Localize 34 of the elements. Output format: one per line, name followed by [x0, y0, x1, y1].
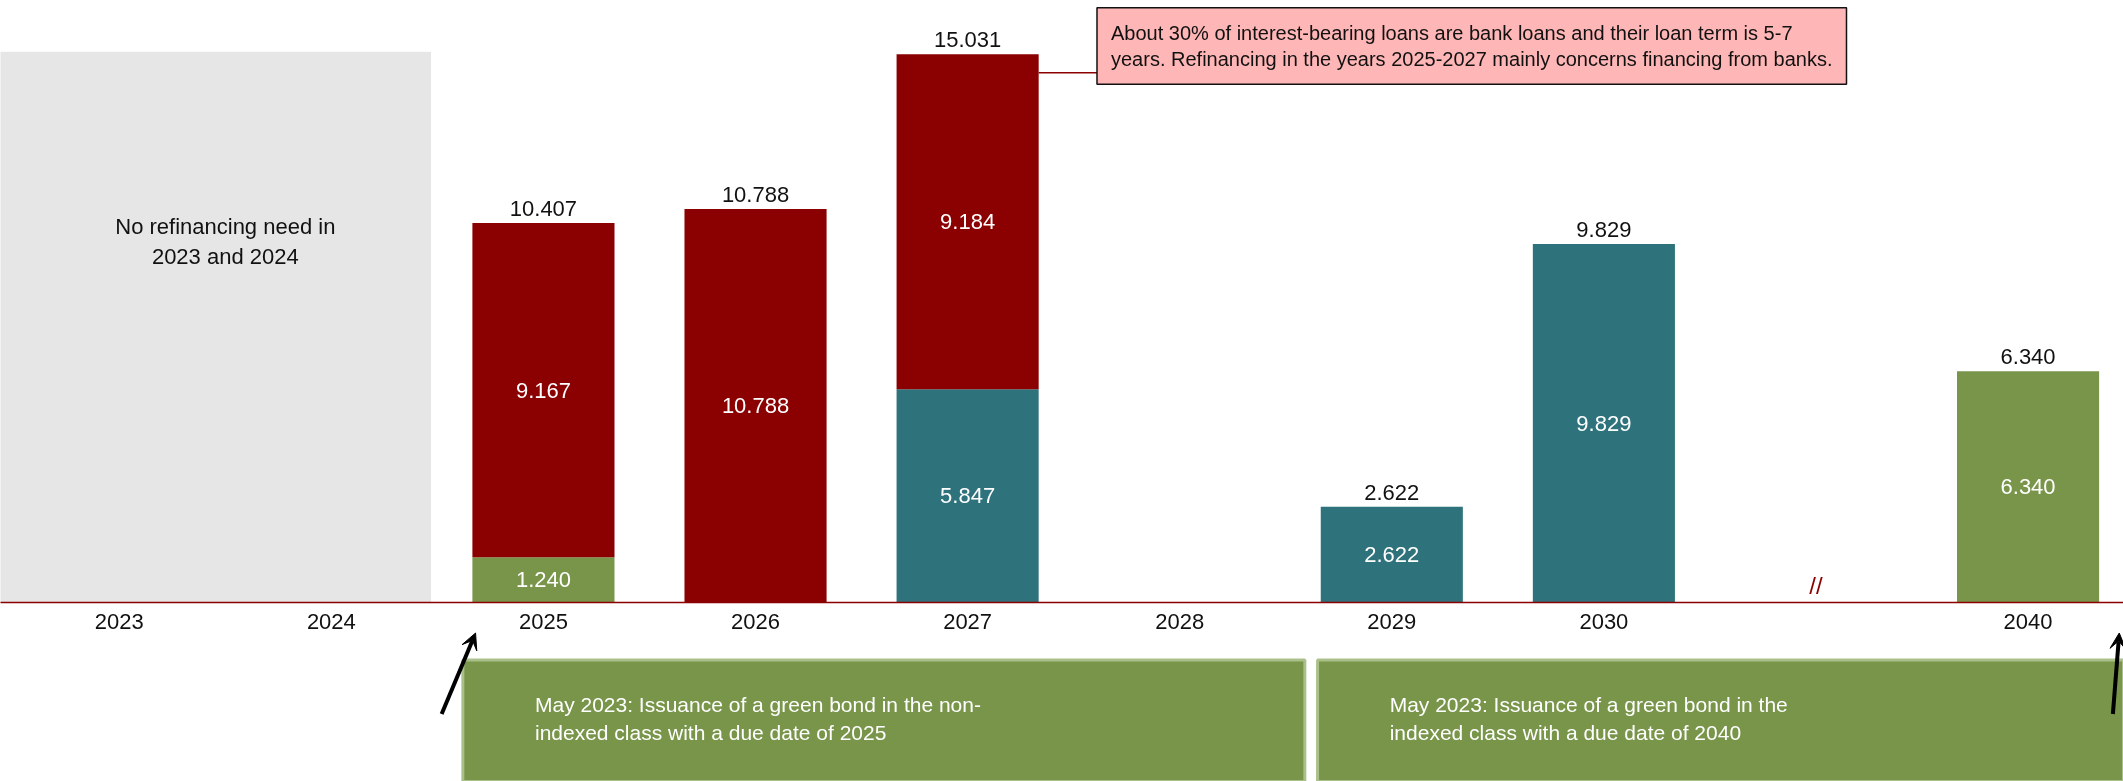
annotation: //	[1809, 572, 1823, 600]
x-tick-label: 2029	[1367, 608, 1417, 634]
bar	[1957, 371, 2100, 603]
text: May 2023: Issuance of a green bond in the non-indexed class with a due date of 2025	[534, 693, 981, 744]
x-tick-label: 2028	[1155, 608, 1205, 634]
data-label: 9.184	[940, 209, 996, 235]
x-tick-label: 2025	[518, 608, 568, 634]
bar	[1532, 243, 1675, 603]
band-label: No refinancing need in 2023 and 2024	[115, 213, 336, 269]
bar	[472, 222, 615, 558]
total-label: 10.407	[509, 195, 578, 221]
total-label: 6.340	[2000, 343, 2056, 369]
data-label: 6.340	[2000, 474, 2056, 500]
data-label: 1.240	[515, 567, 571, 593]
x-tick-label: 2027	[943, 608, 993, 634]
annotation: About 30% of interest-bearing loans are bank loans and their loan term is 5-7 years. Refinancing in the years 2025-2027 mainly concerns financing from banks.	[1110, 21, 1833, 71]
total-label: 15.031	[933, 26, 1002, 52]
bar	[472, 557, 615, 603]
total-label: 2.622	[1364, 479, 1420, 505]
total-label: 10.788	[721, 181, 790, 207]
data-label: 9.829	[1576, 410, 1632, 436]
x-tick-label: 2026	[731, 608, 781, 634]
bar	[1320, 506, 1463, 603]
x-tick-label: 2040	[2003, 608, 2053, 634]
data-label: 10.788	[721, 393, 790, 419]
data-label: 2.622	[1364, 542, 1420, 568]
x-tick-label: 2023	[94, 608, 144, 634]
data-label: 9.167	[515, 377, 571, 403]
text: May 2023: Issuance of a green bond in the indexed class with a due date of 2040	[1389, 693, 1788, 744]
data-label: 5.847	[940, 483, 996, 509]
x-tick-label: 2024	[306, 608, 356, 634]
x-tick-label: 2030	[1579, 608, 1629, 634]
bar	[896, 389, 1039, 603]
total-label: 9.829	[1576, 216, 1632, 242]
